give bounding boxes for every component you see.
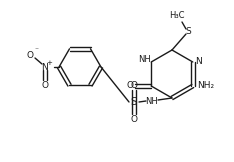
Text: H₃C: H₃C: [169, 11, 185, 19]
Text: NH: NH: [146, 98, 158, 106]
Text: O: O: [131, 81, 138, 89]
Text: NH₂: NH₂: [197, 81, 214, 91]
Text: O: O: [41, 81, 48, 89]
Text: O: O: [131, 115, 138, 123]
Text: O: O: [127, 81, 134, 91]
Text: N: N: [195, 58, 202, 66]
Text: NH: NH: [138, 54, 151, 64]
Text: N: N: [42, 63, 48, 71]
Text: +: +: [46, 60, 52, 66]
Text: S: S: [131, 97, 137, 107]
Text: S: S: [185, 27, 191, 35]
Text: O: O: [26, 52, 33, 60]
Text: ⁻: ⁻: [34, 46, 38, 54]
